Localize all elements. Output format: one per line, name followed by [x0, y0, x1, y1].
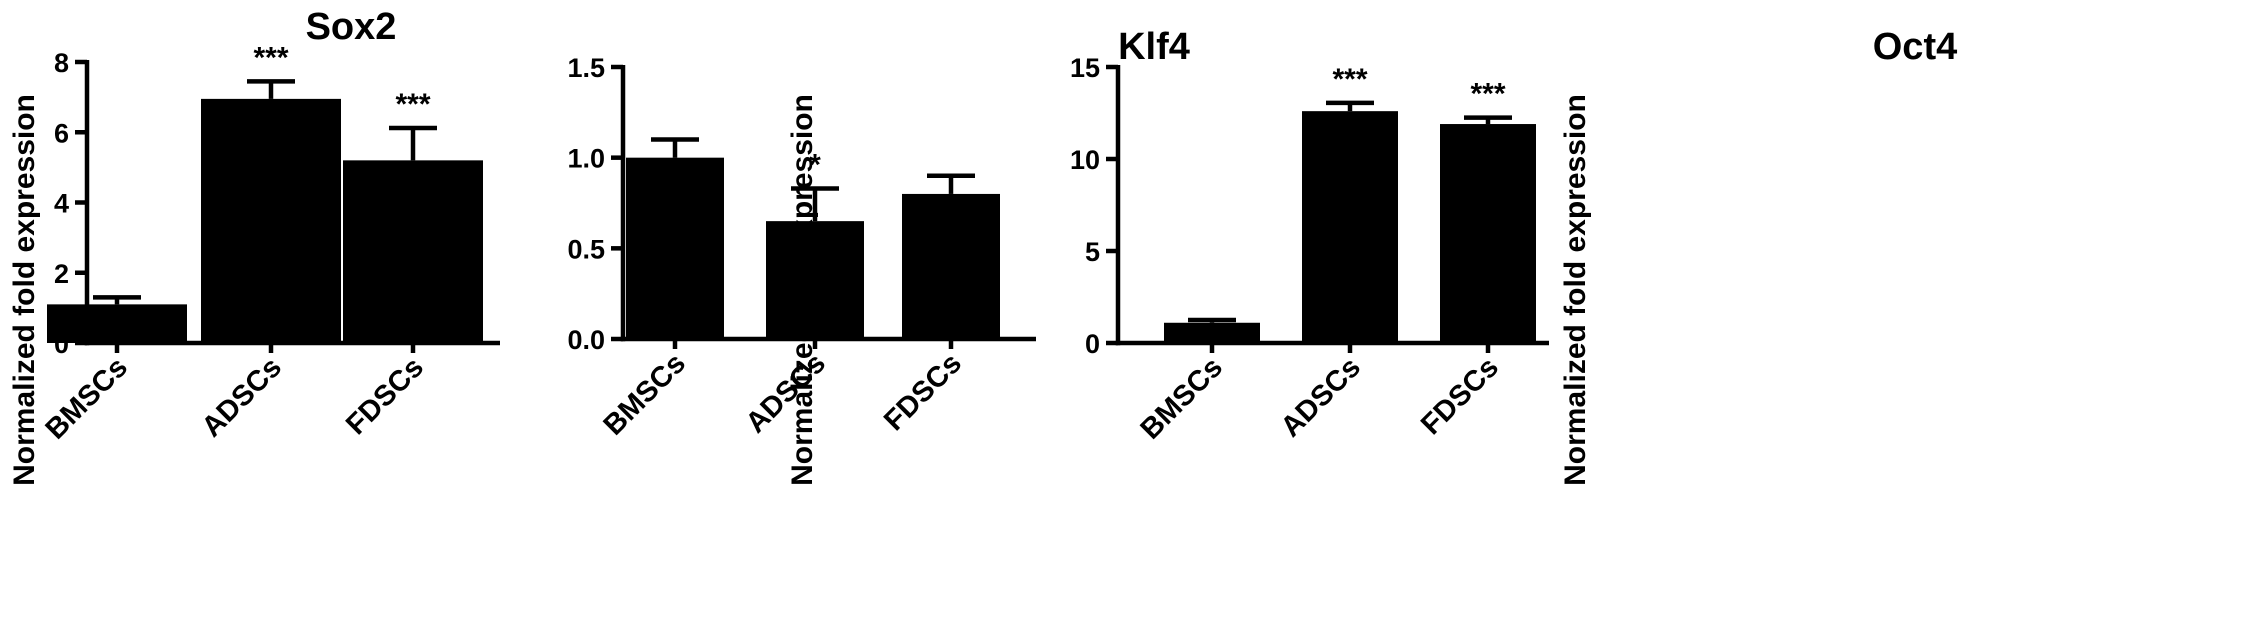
klf4-y-tick-label-3: 1.5 — [567, 53, 605, 83]
klf4-x-label-bmscs: BMSCs — [598, 347, 692, 441]
oct4-bar-bmscs — [1164, 322, 1260, 343]
sox2-x-ticks: BMSCs ADSCs FDSCs — [40, 343, 430, 446]
klf4-significance-adscs: * — [809, 148, 821, 181]
sox2-x-label-fdscs: FDSCs — [340, 351, 430, 441]
sox2-y-tick-label-3: 6 — [54, 118, 69, 148]
klf4-bar-adscs — [766, 221, 864, 339]
sox2-x-label-bmscs: BMSCs — [40, 351, 134, 445]
sox2-bar-adscs — [201, 98, 341, 343]
klf4-significance-labels: * — [809, 148, 821, 181]
klf4-bar-bmscs — [626, 157, 724, 339]
sox2-y-ticks: 0 2 4 6 8 — [54, 48, 87, 359]
oct4-x-label-adscs: ADSCs — [1275, 351, 1367, 443]
oct4-bars — [1164, 111, 1536, 343]
klf4-x-ticks: BMSCs ADSCs FDSCs — [598, 339, 968, 442]
sox2-y-tick-label-0: 0 — [54, 329, 69, 359]
klf4-y-tick-label-2: 1.0 — [567, 144, 605, 174]
sox2-y-axis-label: Normalized fold expression — [8, 94, 41, 486]
oct4-x-label-bmscs: BMSCs — [1135, 351, 1229, 445]
klf4-error-bars — [651, 137, 975, 222]
oct4-bar-adscs — [1302, 111, 1398, 343]
klf4-x-label-fdscs: FDSCs — [878, 347, 968, 437]
oct4-y-tick-label-0: 0 — [1085, 329, 1100, 359]
oct4-error-bar-bmscs — [1188, 317, 1236, 323]
oct4-significance-fdscs: *** — [1470, 78, 1505, 111]
sox2-error-bars — [93, 79, 437, 305]
klf4-axes — [620, 65, 1036, 342]
oct4-axes — [1115, 65, 1549, 346]
oct4-title: Oct4 — [1873, 26, 1957, 68]
klf4-error-bar-adscs — [791, 186, 839, 222]
oct4-bar-fdscs — [1440, 124, 1536, 343]
sox2-title: Sox2 — [306, 6, 397, 48]
klf4-y-tick-label-0: 0.0 — [567, 325, 605, 355]
klf4-y-ticks: 0.0 0.5 1.0 1.5 — [567, 53, 623, 355]
sox2-error-bar-adscs — [247, 79, 295, 99]
sox2-y-tick-label-1: 2 — [54, 259, 69, 289]
sox2-chart: Sox2 Normalized fold expression *** *** 0… — [8, 6, 500, 486]
oct4-x-label-fdscs: FDSCs — [1415, 351, 1505, 441]
oct4-y-ticks: 0 5 10 15 — [1070, 53, 1118, 359]
oct4-y-axis-label: Normalized fold expression — [1559, 94, 1592, 486]
klf4-bars — [626, 157, 1000, 339]
sox2-significance-adscs: *** — [253, 41, 288, 74]
sox2-x-label-adscs: ADSCs — [196, 351, 288, 443]
sox2-y-tick-label-4: 8 — [54, 48, 69, 78]
klf4-y-tick-label-1: 0.5 — [567, 234, 605, 264]
oct4-y-tick-label-2: 10 — [1070, 145, 1100, 175]
sox2-error-bar-bmscs — [93, 295, 141, 305]
sox2-significance-labels: *** *** — [253, 41, 430, 121]
sox2-bars — [47, 98, 483, 343]
oct4-chart: Oct4 Normalized fold expression *** *** 0… — [1070, 26, 1957, 486]
sox2-error-bar-fdscs — [389, 125, 437, 161]
oct4-error-bar-adscs — [1326, 100, 1374, 112]
sox2-significance-fdscs: *** — [395, 88, 430, 121]
sox2-bar-bmscs — [47, 304, 187, 343]
oct4-error-bar-fdscs — [1464, 115, 1512, 125]
sox2-y-tick-label-2: 4 — [54, 189, 69, 219]
oct4-significance-labels: *** *** — [1332, 63, 1505, 111]
oct4-significance-adscs: *** — [1332, 63, 1367, 96]
klf4-title: Klf4 — [1118, 26, 1190, 68]
oct4-x-ticks: BMSCs ADSCs FDSCs — [1135, 343, 1505, 446]
klf4-bar-fdscs — [902, 193, 1000, 339]
oct4-y-tick-label-3: 15 — [1070, 53, 1100, 83]
oct4-error-bars — [1188, 100, 1512, 323]
sox2-bar-fdscs — [343, 160, 483, 343]
klf4-error-bar-fdscs — [927, 173, 975, 194]
klf4-error-bar-bmscs — [651, 137, 699, 158]
oct4-y-tick-label-1: 5 — [1085, 237, 1100, 267]
